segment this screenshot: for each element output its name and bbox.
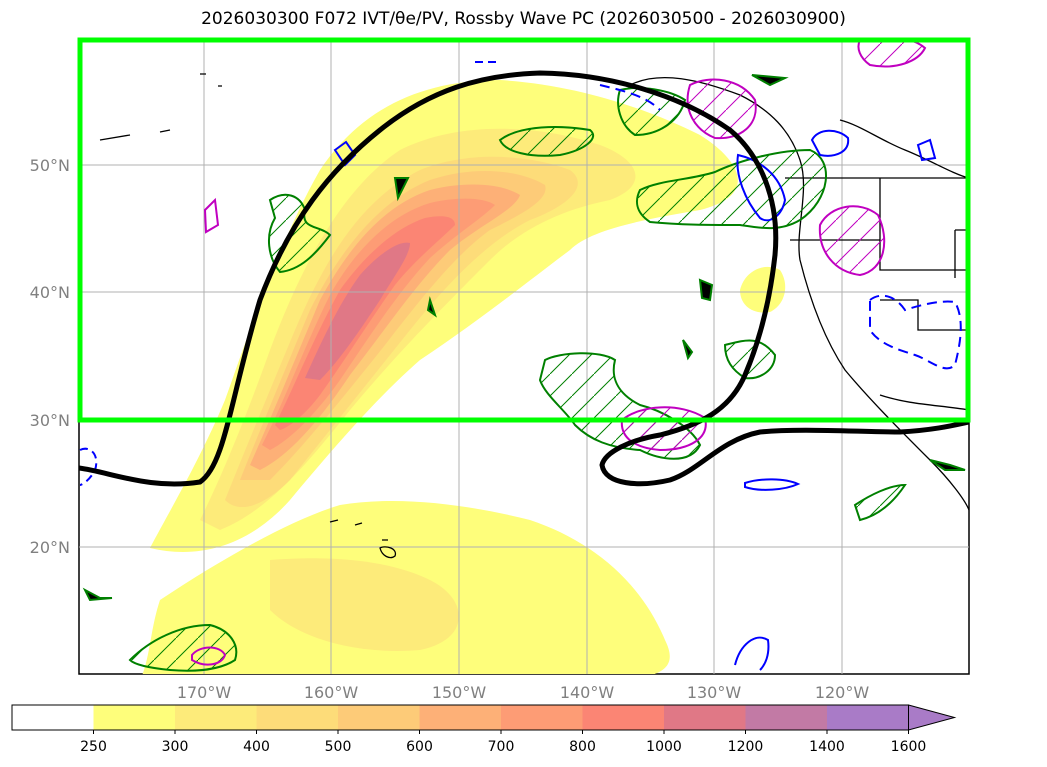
lon-label: 150°W bbox=[432, 683, 487, 702]
colorbar-tick-label: 600 bbox=[406, 739, 433, 755]
lon-label: 130°W bbox=[687, 683, 742, 702]
colorbar-border bbox=[11, 704, 909, 731]
colorbar-segment bbox=[582, 705, 665, 730]
colorbar-segment bbox=[175, 705, 257, 730]
lat-label: 30°N bbox=[30, 411, 70, 430]
colorbar-tick-label: 1400 bbox=[809, 739, 845, 755]
colorbar-segment bbox=[827, 705, 909, 730]
colorbar-segment bbox=[256, 705, 339, 730]
lon-label: 170°W bbox=[177, 683, 232, 702]
colorbar-segment bbox=[745, 705, 828, 730]
highlight-region-box bbox=[77, 37, 971, 423]
colorbar-segment bbox=[338, 705, 420, 730]
lat-label: 50°N bbox=[30, 156, 70, 175]
lon-tick-labels: 170°W 160°W 150°W 140°W 130°W 120°W bbox=[177, 683, 870, 702]
map-title: 2026030300 F072 IVT/θe/PV, Rossby Wave P… bbox=[201, 9, 846, 29]
colorbar-tick-label: 400 bbox=[243, 739, 270, 755]
colorbar-segment bbox=[12, 705, 94, 730]
colorbar-tick-label: 500 bbox=[325, 739, 352, 755]
colorbar-tick-label: 1000 bbox=[646, 739, 682, 755]
lon-label: 120°W bbox=[815, 683, 870, 702]
colorbar-tick-label: 1600 bbox=[891, 739, 927, 755]
colorbar: 250 300 400 500 600 700 800 1000 1200 1400 1600 bbox=[11, 704, 957, 755]
colorbar-tick-label: 1200 bbox=[728, 739, 764, 755]
lon-label: 140°W bbox=[560, 683, 615, 702]
colorbar-segment bbox=[501, 705, 583, 730]
colorbar-tick-label: 800 bbox=[569, 739, 596, 755]
colorbar-segment bbox=[664, 705, 746, 730]
lon-label: 160°W bbox=[304, 683, 359, 702]
colorbar-extend-arrow bbox=[908, 704, 957, 731]
rossby-wave-contour bbox=[79, 70, 969, 487]
lat-tick-labels: 50°N 40°N 30°N 20°N bbox=[30, 156, 70, 557]
ivt-shading bbox=[142, 80, 786, 674]
colorbar-segment bbox=[93, 705, 176, 730]
map-content bbox=[79, 40, 969, 674]
colorbar-tick-label: 300 bbox=[162, 739, 189, 755]
colorbar-tick-label: 250 bbox=[80, 739, 107, 755]
lat-label: 40°N bbox=[30, 283, 70, 302]
colorbar-segment bbox=[419, 705, 502, 730]
colorbar-tick-label: 700 bbox=[488, 739, 515, 755]
lat-label: 20°N bbox=[30, 538, 70, 557]
